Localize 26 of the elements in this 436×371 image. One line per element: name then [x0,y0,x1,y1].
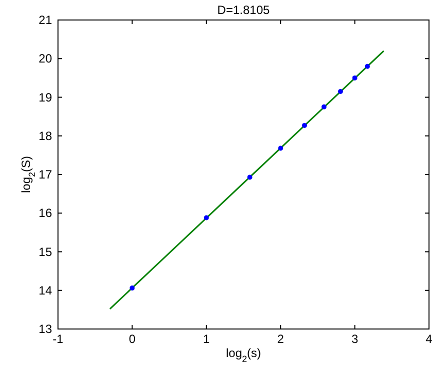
point [247,174,252,180]
y-tick-label: 13 [38,322,52,336]
point [352,75,358,80]
x-tick-label: 3 [351,332,358,346]
point [204,215,209,220]
y-tick-label: 19 [38,90,52,104]
point [130,286,135,291]
y-tick-label: 20 [38,52,52,66]
point [338,88,343,94]
point [322,104,327,110]
y-tick-label: 16 [38,206,52,220]
y-tick-label: 18 [38,128,52,143]
y-tick-label: 14 [38,283,52,298]
x-axis-title: log$_{2}$(s) [226,346,262,364]
y-tick-label: 17 [38,168,52,182]
y-tick-label: 21 [38,13,52,27]
point [278,146,284,151]
x-tick-label: 2 [277,332,284,346]
x-tick-label: 0 [128,332,136,346]
chart-title: D=1.8105 [217,3,270,17]
x-tick-label: 1 [203,332,210,346]
x-tick-label: -1 [52,332,64,346]
x-tick-label: 4 [426,332,433,346]
point [364,64,370,69]
point [302,122,307,128]
y-tick-label: 15 [38,244,52,259]
